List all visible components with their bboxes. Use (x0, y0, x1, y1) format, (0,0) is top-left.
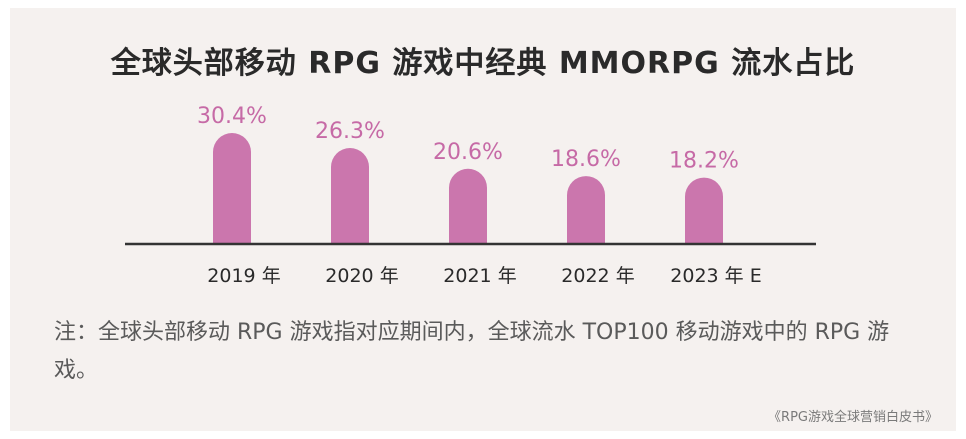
data-label-2: 20.6% (433, 140, 503, 165)
source-citation: 《RPG游戏全球营销白皮书》 (768, 410, 938, 425)
data-label-3: 18.6% (551, 147, 621, 172)
x-tick-label-3: 2022 年 (561, 265, 634, 287)
x-tick-label-2: 2021 年 (443, 265, 516, 287)
x-tick-label-1: 2020 年 (325, 265, 398, 287)
chart-title: 全球头部移动 RPG 游戏中经典 MMORPG 流水占比 (110, 46, 856, 81)
bars-group (213, 133, 723, 244)
bar-chart: 30.4%26.3%20.6% 18.6% 18.2% 2019 年 2020 年 20… (125, 104, 816, 287)
chart-footnote: 注：全球头部移动 RPG 游戏指对应期间内，全球流水 TOP100 移动游戏中的… (54, 320, 890, 383)
bar-1 (331, 148, 369, 244)
bar-4 (685, 177, 723, 244)
chart-card: 全球头部移动 RPG 游戏中经典 MMORPG 流水占比 30.4% 26.3% 2… (10, 8, 956, 431)
bar-3 (567, 176, 605, 244)
x-tick-labels-group: 2019 年 2020 年 2021 年 2022 年 2023 年 E (207, 265, 761, 287)
bar-2 (449, 168, 487, 244)
data-label-1: 26.3% (315, 119, 385, 144)
x-tick-label-4: 2023 年 E (670, 265, 761, 287)
bar-0 (213, 133, 251, 244)
data-label-4: 18.2% (669, 149, 739, 174)
x-tick-label-0: 2019 年 (207, 265, 280, 287)
data-label-0: 30.4% (197, 104, 267, 129)
data-labels-group: 30.4% 26.3% 20.6% 18.6% 18.2% (197, 104, 739, 174)
